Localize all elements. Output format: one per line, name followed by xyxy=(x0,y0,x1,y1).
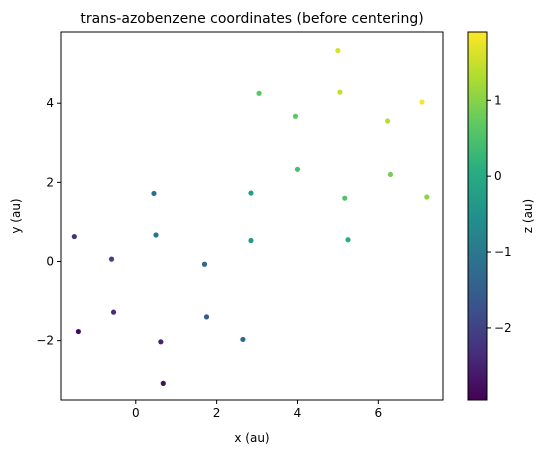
scatter-point-5 xyxy=(292,113,299,119)
scatter-point-23 xyxy=(160,380,166,386)
y-axis-label: y (au) xyxy=(9,198,23,233)
scatter-point-1 xyxy=(337,89,343,95)
x-tick-label: 6 xyxy=(375,406,383,420)
scatter-point-15 xyxy=(201,261,208,267)
y-tick-label: 2 xyxy=(46,175,54,189)
colorbar-tick-label: −1 xyxy=(494,245,512,259)
scatter-point-8 xyxy=(424,194,430,200)
colorbar-ticks: −2 −1 0 1 xyxy=(487,93,512,335)
scatter-point-0 xyxy=(335,47,341,54)
colorbar-tick-label: −2 xyxy=(494,321,512,335)
y-tick-label: 0 xyxy=(46,255,54,269)
scatter-point-19 xyxy=(203,314,210,320)
colorbar-label: z (au) xyxy=(521,199,535,233)
colorbar-tick-label: 1 xyxy=(494,93,502,107)
scatter-point-12 xyxy=(248,237,254,244)
scatter-point-11 xyxy=(345,237,351,243)
x-tick-label: 4 xyxy=(294,406,302,420)
x-tick-label: 0 xyxy=(132,406,140,420)
y-tick-label: −2 xyxy=(36,334,54,348)
chart-title: trans-azobenzene coordinates (before cen… xyxy=(80,11,423,27)
plot-frame xyxy=(60,31,444,401)
scatter-point-13 xyxy=(151,190,157,197)
x-axis-label: x (au) xyxy=(234,431,269,445)
scatter-point-10 xyxy=(248,190,254,196)
y-axis-ticks: −2 0 2 4 xyxy=(36,96,61,348)
scatter-point-20 xyxy=(240,336,246,343)
scatter-point-6 xyxy=(294,166,301,172)
scatter-point-9 xyxy=(342,195,348,201)
x-tick-label: 2 xyxy=(213,406,221,420)
plot-points xyxy=(71,47,430,386)
y-tick-label: 4 xyxy=(46,96,54,110)
scatter-point-22 xyxy=(158,339,164,345)
scatter-point-17 xyxy=(108,256,115,262)
colorbar xyxy=(467,31,488,401)
scatter-point-2 xyxy=(419,99,425,105)
scatter-point-7 xyxy=(387,171,394,178)
scatter-point-21 xyxy=(75,328,81,335)
scatter-point-3 xyxy=(385,118,391,124)
colorbar-tick-label: 0 xyxy=(494,169,502,183)
scatter-point-4 xyxy=(256,90,262,96)
x-axis-ticks: 0 2 4 6 xyxy=(132,400,382,420)
scatter-point-16 xyxy=(71,233,77,240)
scatter-point-14 xyxy=(153,232,159,238)
scatter-point-18 xyxy=(110,309,117,315)
